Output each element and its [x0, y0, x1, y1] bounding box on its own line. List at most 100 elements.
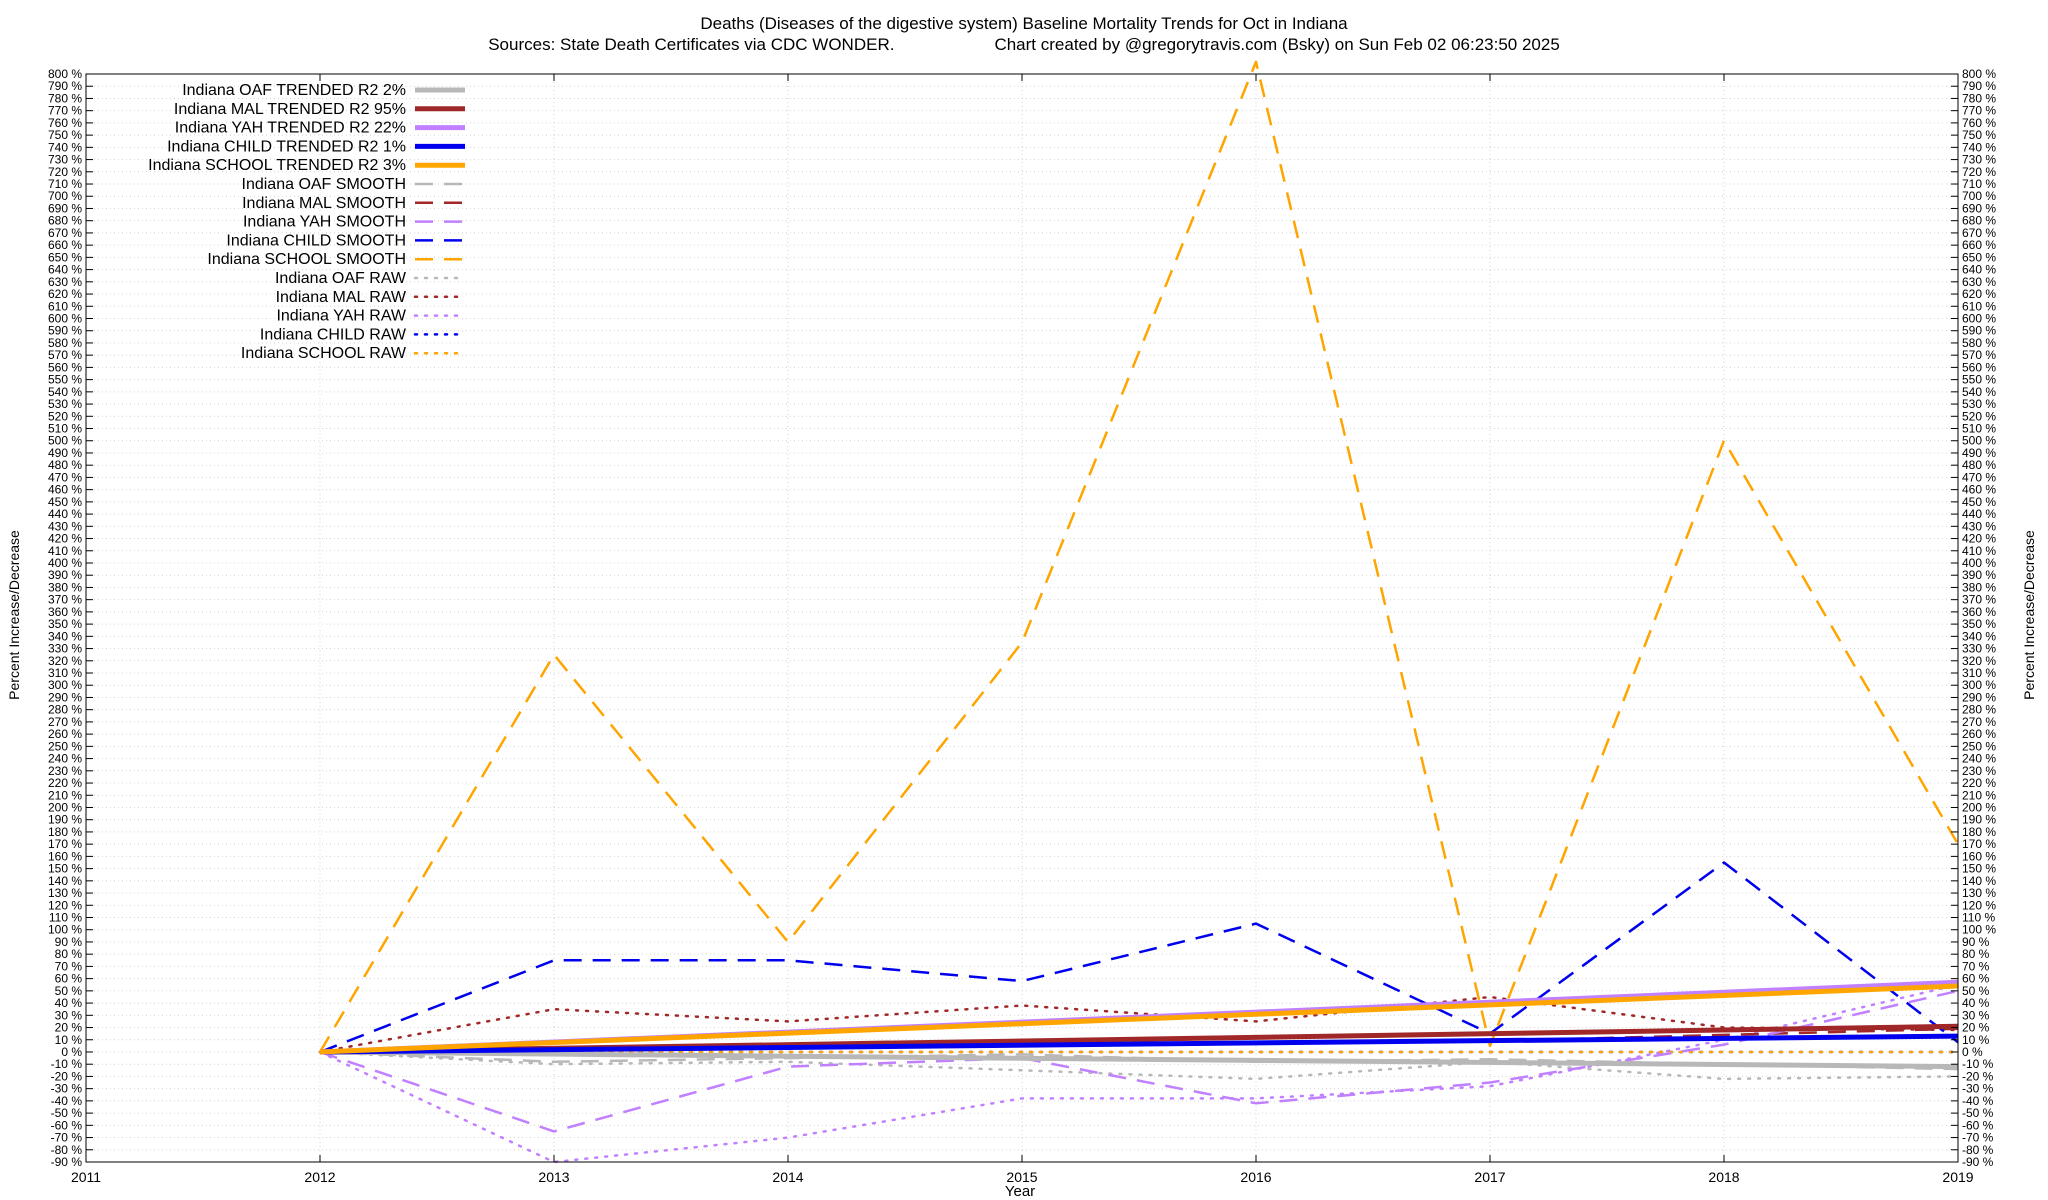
y-tick-label-left: 130 %: [48, 886, 82, 900]
y-tick-label-right: 580 %: [1962, 336, 1996, 350]
y-tick-label-right: 790 %: [1962, 79, 1996, 93]
y-tick-label-right: 20 %: [1962, 1021, 1990, 1035]
y-tick-label-left: 430 %: [48, 519, 82, 533]
y-tick-label-left: 540 %: [48, 385, 82, 399]
series-child-smooth: [319, 861, 1959, 1054]
y-axis-right: -90 %-80 %-70 %-60 %-50 %-40 %-30 %-20 %…: [1962, 67, 1996, 1169]
legend-label: Indiana SCHOOL SMOOTH: [207, 251, 406, 268]
y-tick-label-right: 80 %: [1962, 947, 1990, 961]
y-tick-label-right: 700 %: [1962, 189, 1996, 203]
x-tick-label: 2014: [772, 1169, 803, 1185]
series-layer: [318, 60, 1960, 1164]
y-tick-label-left: 310 %: [48, 666, 82, 680]
y-tick-label-left: 550 %: [48, 373, 82, 387]
x-tick-label: 2016: [1240, 1169, 1271, 1185]
y-tick-label-left: 470 %: [48, 470, 82, 484]
y-tick-label-right: 610 %: [1962, 299, 1996, 313]
y-tick-label-left: 380 %: [48, 580, 82, 594]
plot-frame: [85, 73, 1959, 1163]
y-tick-label-right: 680 %: [1962, 214, 1996, 228]
credit-note: Chart created by @gregorytravis.com (Bsk…: [994, 35, 1560, 54]
x-tick-label: 2019: [1942, 1169, 1973, 1185]
y-tick-label-right: 280 %: [1962, 703, 1996, 717]
y-tick-label-left: 20 %: [55, 1021, 83, 1035]
y-axis-left: -90 %-80 %-70 %-60 %-50 %-40 %-30 %-20 %…: [48, 67, 82, 1169]
legend-label: Indiana YAH RAW: [276, 308, 406, 325]
chart-title: Deaths (Diseases of the digestive system…: [700, 14, 1348, 33]
y-tick-label-right: 480 %: [1962, 458, 1996, 472]
y-tick-label-left: 630 %: [48, 275, 82, 289]
y-tick-label-right: 360 %: [1962, 605, 1996, 619]
y-tick-label-right: 730 %: [1962, 153, 1996, 167]
y-tick-label-left: 490 %: [48, 446, 82, 460]
y-tick-label-right: 50 %: [1962, 984, 1990, 998]
y-tick-label-left: 670 %: [48, 226, 82, 240]
x-tick-label: 2018: [1708, 1169, 1739, 1185]
y-tick-label-right: 180 %: [1962, 825, 1996, 839]
y-tick-label-left: 500 %: [48, 434, 82, 448]
y-tick-label-right: 750 %: [1962, 128, 1996, 142]
y-tick-label-left: 340 %: [48, 629, 82, 643]
series-yah-raw: [318, 983, 1960, 1164]
y-tick-label-right: 760 %: [1962, 116, 1996, 130]
y-tick-label-right: 600 %: [1962, 311, 1996, 325]
y-tick-label-left: 660 %: [48, 238, 82, 252]
y-tick-label-right: 800 %: [1962, 67, 1996, 81]
legend-label: Indiana SCHOOL TRENDED R2 3%: [148, 157, 406, 174]
y-tick-label-left: 110 %: [49, 911, 82, 925]
y-tick-label-left: 150 %: [48, 862, 82, 876]
y-tick-label-right: 370 %: [1962, 593, 1996, 607]
y-tick-label-right: 70 %: [1962, 959, 1990, 973]
series-child-trend: [319, 1033, 1959, 1055]
y-tick-label-left: 230 %: [48, 764, 82, 778]
y-tick-label-left: 680 %: [48, 214, 82, 228]
y-tick-label-right: 540 %: [1962, 385, 1996, 399]
y-tick-label-left: 640 %: [48, 263, 82, 277]
y-tick-label-left: 650 %: [48, 250, 82, 264]
legend-label: Indiana OAF SMOOTH: [242, 176, 407, 193]
series-school-trend: [319, 983, 1959, 1055]
x-tick-label: 2013: [538, 1169, 569, 1185]
y-tick-label-left: -30 %: [51, 1082, 83, 1096]
y-tick-label-right: 30 %: [1962, 1008, 1990, 1022]
y-tick-label-left: 700 %: [48, 189, 82, 203]
y-tick-label-right: 640 %: [1962, 263, 1996, 277]
x-tick-label: 2011: [71, 1169, 101, 1185]
y-tick-label-right: -10 %: [1962, 1057, 1994, 1071]
y-tick-label-right: 10 %: [1962, 1033, 1990, 1047]
y-tick-label-left: 610 %: [48, 299, 82, 313]
y-tick-label-left: 390 %: [48, 568, 82, 582]
y-tick-label-left: 690 %: [48, 201, 82, 215]
y-tick-label-left: -70 %: [51, 1131, 83, 1145]
y-tick-label-left: 170 %: [48, 837, 82, 851]
y-tick-label-left: 570 %: [48, 348, 82, 362]
y-tick-label-right: 300 %: [1962, 678, 1996, 692]
y-tick-label-left: 440 %: [48, 507, 82, 521]
y-tick-label-left: 90 %: [55, 935, 83, 949]
y-tick-label-left: 260 %: [48, 727, 82, 741]
y-tick-label-left: 730 %: [48, 153, 82, 167]
y-tick-label-left: 620 %: [48, 287, 82, 301]
legend-label: Indiana MAL TRENDED R2 95%: [174, 101, 406, 118]
y-tick-label-right: 650 %: [1962, 250, 1996, 264]
y-tick-label-right: 310 %: [1962, 666, 1996, 680]
y-tick-label-left: 720 %: [48, 165, 82, 179]
y-tick-label-right: 450 %: [1962, 495, 1996, 509]
y-tick-label-left: 510 %: [48, 422, 82, 436]
y-tick-label-right: 510 %: [1962, 422, 1996, 436]
series-oaf-raw: [318, 1050, 1960, 1081]
y-tick-label-left: 60 %: [55, 972, 83, 986]
y-tick-label-left: 290 %: [48, 690, 82, 704]
y-tick-label-right: 670 %: [1962, 226, 1996, 240]
y-tick-label-right: 350 %: [1962, 617, 1996, 631]
y-tick-label-right: 160 %: [1962, 849, 1996, 863]
y-tick-label-right: -70 %: [1962, 1131, 1994, 1145]
y-tick-label-right: 120 %: [1962, 898, 1996, 912]
y-tick-label-left: -20 %: [51, 1069, 83, 1083]
series-school-smooth: [318, 60, 1960, 1053]
y-tick-label-right: 740 %: [1962, 140, 1996, 154]
y-tick-label-left: 140 %: [48, 874, 82, 888]
y-tick-label-left: 160 %: [48, 849, 82, 863]
y-tick-label-left: 40 %: [55, 996, 83, 1010]
